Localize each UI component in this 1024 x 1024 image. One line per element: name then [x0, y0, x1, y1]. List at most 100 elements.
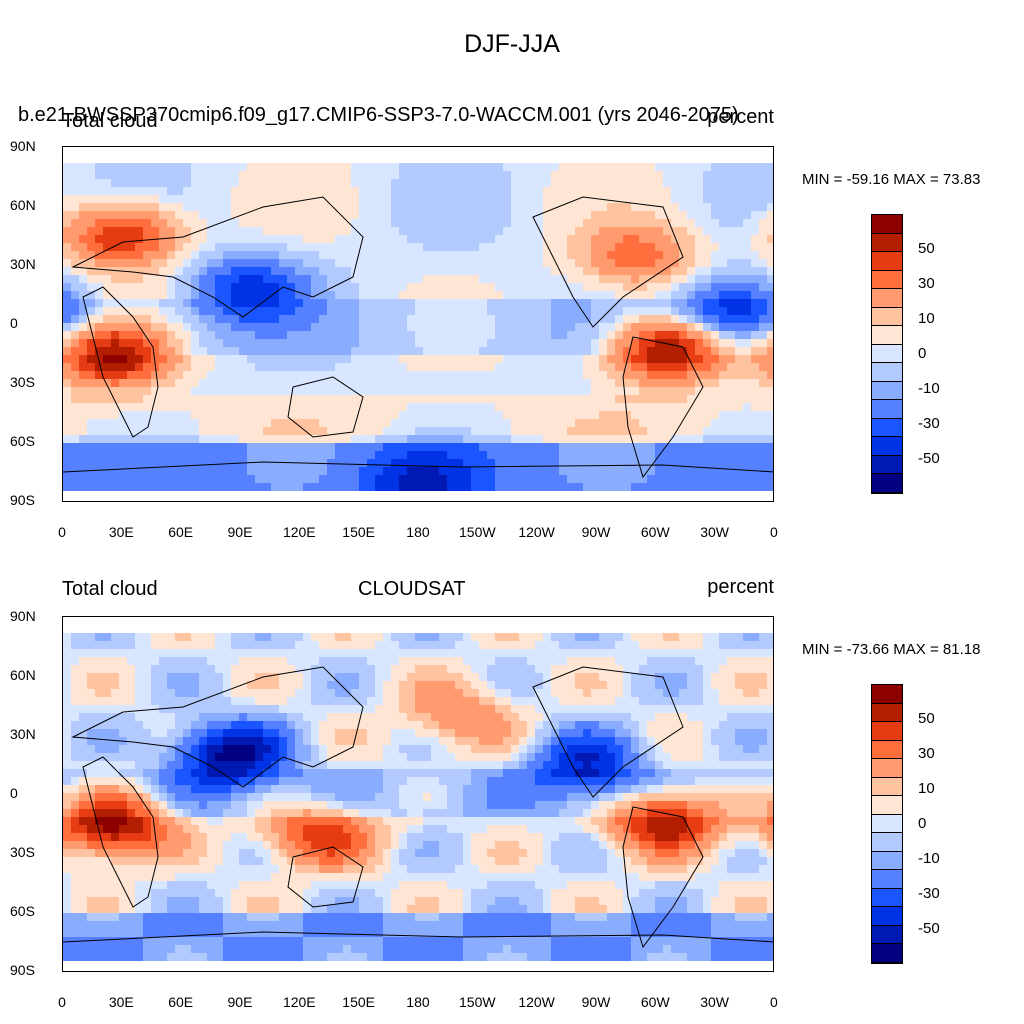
lon-tick-label: 0	[770, 524, 778, 540]
colorbar-swatch	[872, 455, 902, 475]
colorbar-swatch	[872, 870, 902, 889]
colorbar-swatch	[872, 326, 902, 345]
min-max-stats: MIN = -59.16 MAX = 73.83	[802, 171, 981, 188]
colorbar-label: 0	[918, 345, 927, 362]
coastline	[63, 196, 773, 479]
min-max-stats: MIN = -73.66 MAX = 81.18	[802, 641, 981, 658]
lat-tick-label: 90S	[10, 962, 35, 978]
colorbar-swatch	[872, 925, 902, 945]
colorbar-label: 50	[918, 710, 935, 727]
colorbar-swatch	[872, 400, 902, 419]
map-plot	[62, 616, 774, 972]
lon-tick-label: 30E	[108, 524, 134, 540]
colorbar-swatch	[872, 833, 902, 852]
colorbar-label: -50	[918, 450, 940, 467]
colorbar-swatch	[872, 888, 902, 908]
colorbar-swatch	[872, 233, 902, 253]
colorbar-swatch	[872, 777, 902, 797]
lat-tick-label: 0	[10, 785, 18, 801]
colorbar-label: 0	[918, 815, 927, 832]
lat-tick-label: 30S	[10, 374, 35, 390]
figure-title: DJF-JJA	[464, 30, 560, 58]
colorbar-label: 10	[918, 780, 935, 797]
colorbar-swatch	[872, 381, 902, 401]
case-title: b.e21.BWSSP370cmip6.f09_g17.CMIP6-SSP3-7…	[18, 104, 739, 126]
colorbar-label: 10	[918, 310, 935, 327]
lon-tick-label: 90W	[581, 524, 611, 540]
lon-tick-label: 90E	[227, 524, 253, 540]
colorbar-swatch	[872, 740, 902, 760]
colorbar-label: 50	[918, 240, 935, 257]
lon-tick-label: 90W	[581, 994, 611, 1010]
lon-tick-label: 30W	[700, 994, 730, 1010]
colorbar-swatch	[872, 944, 902, 963]
lat-tick-label: 0	[10, 315, 18, 331]
colorbar-swatch	[872, 215, 902, 234]
reference-label: CLOUDSAT	[358, 578, 466, 600]
lon-tick-label: 150W	[459, 994, 496, 1010]
colorbar-swatch	[872, 474, 902, 493]
lat-tick-label: 30N	[10, 256, 36, 272]
colorbar-swatch	[872, 344, 902, 364]
lat-tick-label: 60S	[10, 903, 35, 919]
lat-tick-label: 90N	[10, 608, 36, 624]
colorbar-label: -50	[918, 920, 940, 937]
lat-tick-label: 60N	[10, 667, 36, 683]
lat-tick-label: 60N	[10, 197, 36, 213]
lon-tick-label: 60W	[640, 524, 670, 540]
lon-tick-label: 120E	[282, 994, 316, 1010]
lon-tick-label: 90E	[227, 994, 253, 1010]
lat-tick-label: 30N	[10, 726, 36, 742]
variable-label: Total cloud	[62, 110, 158, 132]
contour-field	[63, 617, 773, 971]
colorbar-label: 30	[918, 275, 935, 292]
lon-tick-label: 30W	[700, 524, 730, 540]
colorbar-swatch	[872, 307, 902, 327]
lon-tick-label: 60E	[168, 994, 194, 1010]
lon-tick-label: 0	[58, 524, 66, 540]
lon-tick-label: 0	[770, 994, 778, 1010]
lon-tick-label: 30E	[108, 994, 134, 1010]
lat-tick-label: 90S	[10, 492, 35, 508]
panel-top: b.e21.BWSSP370cmip6.f09_g17.CMIP6-SSP3-7…	[0, 104, 1024, 524]
panel-bottom: Total cloud CLOUDSAT percent MIN = -73.6…	[0, 576, 1024, 996]
lon-tick-label: 150E	[342, 994, 375, 1010]
lon-tick-label: 120W	[518, 994, 555, 1010]
lon-tick-label: 60E	[168, 524, 194, 540]
colorbar-label: -30	[918, 415, 940, 432]
colorbar	[871, 214, 903, 494]
map-plot	[62, 146, 774, 502]
colorbar-swatch	[872, 685, 902, 704]
colorbar-swatch	[872, 363, 902, 382]
lat-tick-label: 30S	[10, 844, 35, 860]
lon-tick-label: 180	[406, 524, 430, 540]
lon-tick-label: 150E	[342, 524, 375, 540]
colorbar-swatch	[872, 722, 902, 741]
colorbar-label: -10	[918, 850, 940, 867]
colorbar	[871, 684, 903, 964]
colorbar-swatch	[872, 418, 902, 438]
contour-field	[63, 147, 773, 501]
lon-tick-label: 0	[58, 994, 66, 1010]
lon-tick-label: 120E	[282, 524, 316, 540]
colorbar-swatch	[872, 437, 902, 456]
colorbar-swatch	[872, 907, 902, 926]
lat-tick-label: 90N	[10, 138, 36, 154]
colorbar-label: -30	[918, 885, 940, 902]
units-label: percent	[707, 576, 774, 598]
lon-tick-label: 120W	[518, 524, 555, 540]
colorbar-label: -10	[918, 380, 940, 397]
colorbar-swatch	[872, 252, 902, 271]
colorbar-swatch	[872, 851, 902, 871]
colorbar-swatch	[872, 814, 902, 834]
colorbar-swatch	[872, 759, 902, 778]
units-label: percent	[707, 106, 774, 128]
colorbar-swatch	[872, 703, 902, 723]
coastline	[63, 666, 773, 949]
lon-tick-label: 150W	[459, 524, 496, 540]
lon-tick-label: 180	[406, 994, 430, 1010]
colorbar-swatch	[872, 289, 902, 308]
colorbar-label: 30	[918, 745, 935, 762]
colorbar-swatch	[872, 270, 902, 290]
lat-tick-label: 60S	[10, 433, 35, 449]
